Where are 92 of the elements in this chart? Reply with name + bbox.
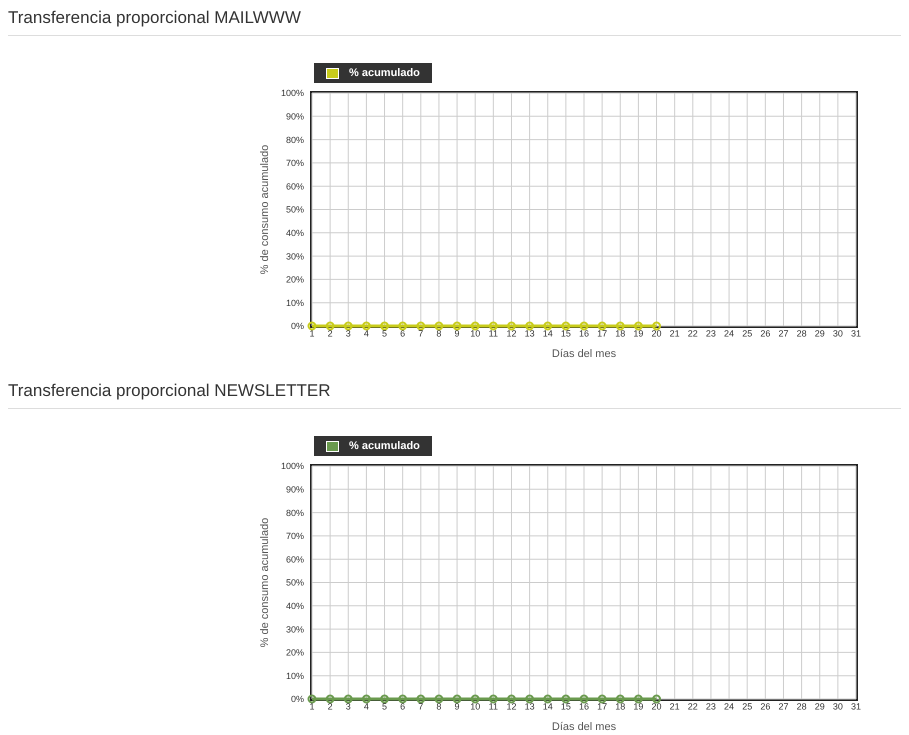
x-tick-label: 31 [850, 328, 862, 338]
x-tick-label: 25 [742, 701, 752, 712]
x-tick-label: 19 [633, 328, 644, 338]
x-tick-label: 4 [364, 701, 369, 712]
x-tick-label: 14 [542, 701, 553, 712]
x-tick-label: 7 [418, 701, 424, 712]
x-tick-label: 17 [597, 701, 608, 712]
y-tick-label: 50% [286, 204, 304, 215]
legend-label: % acumulado [348, 67, 420, 79]
y-tick-label: 10% [286, 298, 304, 308]
x-tick-label: 3 [346, 701, 351, 712]
x-tick-label: 15 [560, 701, 571, 712]
x-tick-label: 14 [542, 328, 553, 338]
x-tick-label: 18 [615, 701, 626, 712]
x-tick-label: 12 [506, 701, 516, 712]
x-tick-label: 2 [328, 701, 333, 712]
y-tick-label: 80% [286, 508, 304, 518]
y-tick-label: 90% [286, 111, 304, 122]
y-tick-label: 70% [286, 158, 304, 168]
x-tick-label: 11 [488, 328, 498, 338]
x-tick-label: 30 [832, 701, 843, 712]
x-tick-label: 17 [597, 328, 608, 338]
x-tick-label: 16 [578, 701, 590, 712]
y-axis-title: % de consumo acumulado [258, 144, 271, 274]
x-axis-title: Días del mes [552, 721, 617, 733]
x-tick-label: 8 [436, 328, 442, 338]
x-tick-label: 6 [400, 328, 406, 338]
x-tick-label: 21 [670, 701, 680, 712]
x-tick-label: 4 [364, 328, 369, 338]
x-tick-label: 30 [832, 328, 843, 338]
x-axis-title: Días del mes [552, 348, 617, 360]
x-tick-label: 31 [850, 701, 862, 712]
x-tick-label: 10 [470, 701, 480, 712]
y-tick-label: 0% [290, 694, 304, 704]
y-tick-label: 30% [286, 624, 304, 634]
y-tick-label: 60% [286, 554, 304, 564]
x-tick-label: 1 [309, 328, 315, 338]
text: Transferencia proporcional NEWSLETTER [8, 381, 901, 409]
x-tick-label: 1 [309, 701, 315, 712]
x-tick-label: 16 [578, 328, 590, 338]
text: Transferencia proporcional MAILWWW [8, 8, 901, 36]
x-tick-label: 27 [778, 328, 788, 338]
y-tick-label: 70% [286, 531, 304, 542]
x-tick-label: 23 [706, 701, 716, 712]
y-tick-label: 20% [286, 274, 304, 285]
y-tick-label: 40% [286, 228, 304, 238]
x-tick-label: 8 [436, 701, 442, 712]
y-tick-label: 90% [286, 484, 304, 494]
y-tick-label: 50% [286, 578, 304, 588]
x-tick-label: 9 [454, 701, 460, 712]
x-tick-label: 29 [814, 328, 825, 338]
x-tick-label: 19 [633, 701, 644, 712]
y-tick-label: 80% [286, 134, 304, 145]
x-tick-label: 10 [470, 328, 480, 338]
x-tick-label: 26 [760, 701, 770, 712]
y-axis-title: % de consumo acumulado [258, 518, 271, 648]
y-tick-label: 40% [286, 600, 304, 611]
y-tick-label: 10% [286, 670, 304, 681]
x-tick-label: 2 [328, 328, 333, 338]
x-tick-label: 6 [400, 701, 406, 712]
x-tick-label: 20 [652, 701, 662, 712]
y-tick-label: 20% [286, 648, 304, 658]
x-tick-label: 25 [742, 328, 752, 338]
x-tick-label: 21 [670, 328, 680, 338]
x-tick-label: 18 [615, 328, 626, 338]
legend-label: % acumulado [348, 440, 420, 452]
x-tick-label: 5 [382, 328, 388, 338]
x-tick-label: 29 [814, 701, 825, 712]
y-tick-label: 30% [286, 251, 304, 262]
x-tick-label: 7 [418, 328, 424, 338]
x-tick-label: 5 [382, 701, 388, 712]
x-tick-label: 20 [652, 328, 662, 338]
y-tick-label: 100% [280, 88, 304, 98]
x-tick-label: 15 [560, 328, 571, 338]
x-tick-label: 13 [524, 328, 535, 338]
x-tick-label: 12 [506, 328, 516, 338]
x-tick-label: 11 [488, 701, 498, 712]
x-tick-label: 28 [796, 328, 807, 338]
y-tick-label: 100% [280, 461, 304, 472]
x-tick-label: 22 [688, 701, 698, 712]
x-tick-label: 3 [346, 328, 351, 338]
x-tick-label: 24 [724, 701, 734, 712]
x-tick-label: 26 [760, 328, 770, 338]
x-tick-label: 9 [454, 328, 460, 338]
x-tick-label: 22 [688, 328, 698, 338]
x-tick-label: 23 [706, 328, 716, 338]
x-tick-label: 13 [524, 701, 535, 712]
x-tick-label: 28 [796, 701, 807, 712]
x-tick-label: 24 [724, 328, 734, 338]
y-tick-label: 0% [290, 321, 304, 332]
y-tick-label: 60% [286, 181, 304, 192]
x-tick-label: 27 [778, 701, 788, 712]
